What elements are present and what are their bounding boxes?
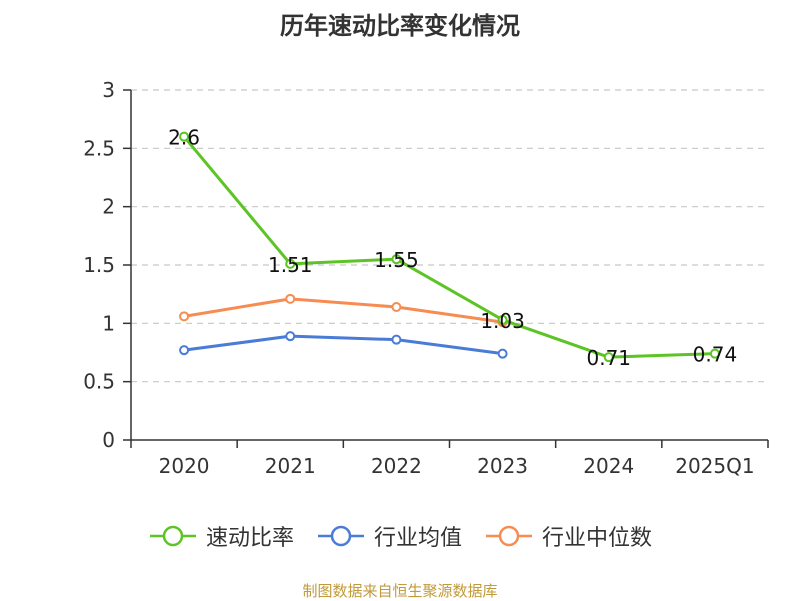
series-line — [182, 135, 715, 359]
y-tick-label: 0.5 — [83, 370, 115, 394]
x-tick-label: 2023 — [477, 454, 528, 478]
series-line — [183, 334, 503, 356]
data-point — [391, 302, 402, 312]
data-point — [497, 348, 508, 359]
data-point — [709, 348, 720, 359]
data-point — [179, 131, 190, 142]
x-tick-label: 2025Q1 — [675, 454, 754, 478]
chart-title: 历年速动比率变化情况 — [280, 12, 520, 40]
legend-label-industry-mean: 行业均值 — [373, 526, 462, 551]
x-tick-label: 2024 — [583, 454, 634, 478]
data-point — [179, 345, 190, 356]
data-label: 1.51 — [268, 253, 313, 277]
x-tick-label: 2020 — [159, 454, 210, 478]
legend-line-circle-icon — [486, 525, 532, 547]
y-tick-label: 3 — [102, 78, 115, 102]
y-tick-label: 2 — [102, 195, 115, 219]
data-label: 1.03 — [480, 309, 525, 333]
data-point — [391, 254, 402, 265]
legend-label-industry-median: 行业中位数 — [542, 526, 653, 551]
y-tick-label: 1.5 — [83, 253, 115, 277]
data-point — [603, 352, 614, 363]
y-tick-label: 1 — [102, 311, 115, 335]
y-tick-label: 2.5 — [83, 136, 115, 160]
data-label: 1.55 — [374, 248, 419, 272]
data-point — [179, 311, 190, 322]
legend-item-industry-median[interactable]: 行业中位数 — [484, 520, 652, 552]
data-label: 2.6 — [168, 126, 200, 150]
x-tick-label: 2021 — [265, 454, 316, 478]
x-tick-label: 2022 — [371, 454, 422, 478]
legend-label-quick-ratio: 速动比率 — [205, 526, 294, 551]
legend-item-quick-ratio[interactable]: 速动比率 — [148, 520, 294, 552]
series-line — [183, 297, 503, 324]
data-point — [497, 314, 508, 325]
legend-line-circle-icon — [317, 525, 364, 547]
data-point — [285, 331, 296, 342]
legend-line-circle-icon — [149, 525, 196, 547]
data-point — [391, 334, 402, 345]
data-label: 0.71 — [586, 346, 631, 370]
legend-item-industry-mean[interactable]: 行业均值 — [316, 520, 462, 552]
y-tick-label: 0 — [102, 428, 115, 452]
data-point — [285, 258, 296, 269]
legend: 速动比率 行业均值 行业中位数 — [0, 520, 800, 552]
data-point — [285, 293, 296, 304]
data-label: 0.74 — [693, 343, 738, 367]
source-note: 制图数据来自恒生聚源数据库 — [302, 582, 498, 600]
